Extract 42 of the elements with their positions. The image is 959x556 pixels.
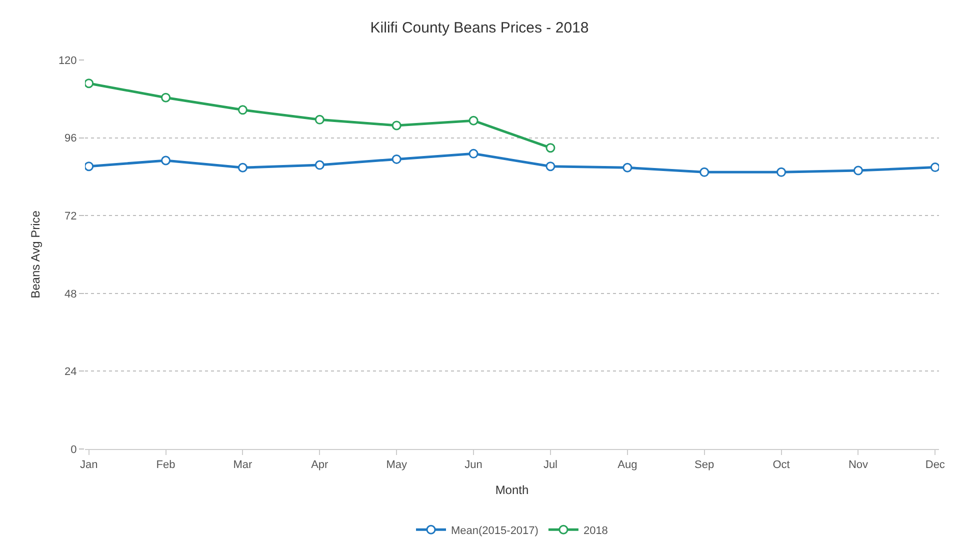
x-tick-label: Feb (156, 459, 176, 472)
x-tick-label: May (386, 459, 408, 472)
point (700, 167, 710, 177)
legend-label: Mean(2015-2017) (451, 524, 538, 537)
point (776, 167, 786, 177)
point (392, 154, 402, 164)
point (622, 162, 632, 172)
point (546, 162, 556, 172)
legend-label: 2018 (583, 524, 608, 537)
point (468, 148, 478, 158)
point (546, 143, 556, 153)
x-tick-label: Jul (543, 459, 558, 472)
point (161, 156, 171, 166)
y-tick-label: 24 (64, 366, 77, 378)
point (930, 162, 939, 172)
point (85, 162, 94, 172)
y-tick-label: 72 (64, 210, 77, 222)
y-tick-label: 0 (70, 444, 77, 456)
x-tick-label: Apr (311, 459, 329, 472)
x-tick-label: Oct (772, 459, 790, 472)
x-tick-label: Aug (618, 459, 638, 472)
point (238, 105, 248, 115)
x-tick-label: Nov (848, 459, 868, 472)
point (314, 114, 324, 124)
point (85, 78, 94, 88)
point (314, 160, 324, 170)
chart-title: Kilifi County Beans Prices - 2018 (370, 20, 589, 37)
x-tick-label: Sep (694, 459, 714, 472)
point (392, 120, 402, 130)
point (468, 116, 478, 126)
y-tick-label: 96 (64, 132, 77, 145)
y-tick-label: 120 (58, 54, 77, 67)
x-tick-label: Jan (80, 459, 98, 472)
x-tick-label: Dec (925, 459, 946, 472)
x-axis-title: Month (495, 483, 529, 498)
point (238, 162, 248, 172)
y-axis-title: Beans Avg Price (28, 210, 43, 298)
x-tick-label: Mar (233, 459, 253, 472)
point (161, 92, 171, 102)
x-tick-label: Jun (464, 459, 482, 472)
y-tick-label: 48 (64, 288, 77, 300)
point (853, 166, 863, 176)
